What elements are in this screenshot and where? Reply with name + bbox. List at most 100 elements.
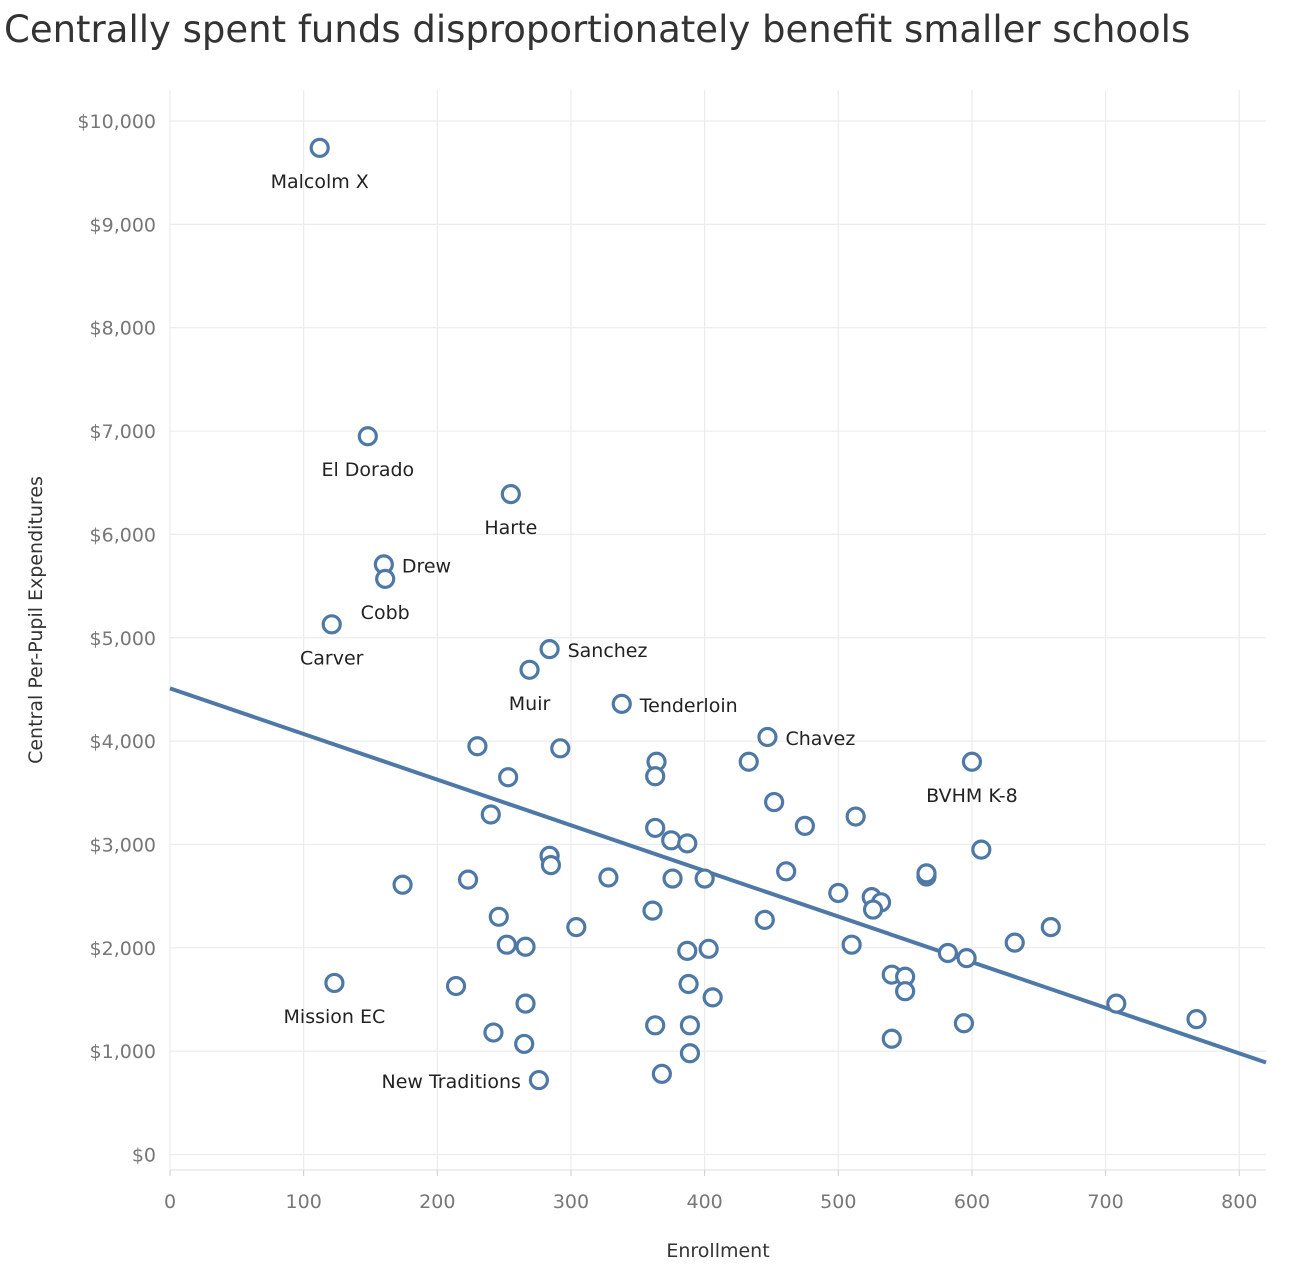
data-point bbox=[895, 981, 916, 1002]
chart-title: Centrally spent funds disproportionately… bbox=[4, 8, 1191, 51]
data-point bbox=[971, 839, 992, 860]
y-tick-label: $10,000 bbox=[77, 111, 156, 133]
point-label: Carver bbox=[300, 647, 364, 669]
axes: $0 $1,000 $2,000 $3,000 $4,000 $5,000 $6,000 $7… bbox=[77, 111, 1266, 1213]
data-point bbox=[916, 863, 937, 884]
y-tick-label: $5,000 bbox=[90, 628, 156, 650]
data-point bbox=[702, 987, 723, 1008]
data-point bbox=[539, 639, 560, 660]
data-point bbox=[519, 659, 540, 680]
data-point bbox=[1040, 917, 1061, 938]
trend-line-group bbox=[169, 686, 1267, 1065]
point-label: Tenderloin bbox=[639, 695, 738, 717]
data-point bbox=[642, 900, 663, 921]
data-point bbox=[496, 934, 517, 955]
data-point bbox=[357, 426, 378, 447]
data-point bbox=[677, 833, 698, 854]
data-point bbox=[457, 869, 479, 890]
data-point bbox=[645, 1015, 666, 1036]
data-point bbox=[677, 940, 698, 961]
data-point bbox=[764, 791, 785, 813]
data-point bbox=[679, 1015, 701, 1036]
point-labels: Malcolm X El Dorado Harte Drew Cobb Carver San… bbox=[271, 171, 1018, 1093]
data-point bbox=[1186, 1009, 1207, 1030]
trend-line bbox=[169, 686, 1267, 1065]
gridlines bbox=[169, 90, 1266, 1170]
data-point bbox=[467, 736, 488, 757]
point-label: Drew bbox=[402, 555, 451, 577]
data-point bbox=[662, 868, 683, 889]
data-point bbox=[480, 804, 501, 825]
data-point bbox=[392, 874, 413, 895]
x-tick-label: 200 bbox=[419, 1191, 455, 1213]
data-point bbox=[961, 751, 983, 772]
data-point bbox=[540, 855, 562, 876]
data-point bbox=[514, 1033, 535, 1055]
data-point bbox=[776, 861, 797, 882]
data-point bbox=[757, 726, 778, 748]
data-point bbox=[611, 693, 632, 714]
data-point bbox=[694, 868, 715, 889]
x-tick-label: 500 bbox=[820, 1191, 856, 1213]
y-tick-label: $4,000 bbox=[90, 731, 156, 753]
y-axis-title: Central Per-Pupil Expenditures bbox=[25, 476, 47, 764]
data-point bbox=[794, 815, 815, 836]
y-tick-label: $6,000 bbox=[90, 524, 156, 546]
data-point bbox=[445, 975, 467, 997]
data-point bbox=[661, 830, 682, 851]
data-point bbox=[1106, 993, 1127, 1014]
data-point bbox=[321, 614, 342, 635]
data-point bbox=[841, 934, 862, 955]
data-point bbox=[488, 906, 509, 927]
x-axis-title: Enrollment bbox=[666, 1240, 769, 1262]
point-label: Muir bbox=[509, 693, 551, 715]
point-label: El Dorado bbox=[321, 459, 414, 481]
x-tick-label: 700 bbox=[1087, 1191, 1123, 1213]
data-point bbox=[645, 766, 666, 787]
data-point bbox=[937, 942, 958, 964]
data-point bbox=[528, 1069, 549, 1091]
data-point bbox=[375, 568, 396, 589]
data-point bbox=[956, 948, 977, 969]
data-point bbox=[550, 738, 571, 759]
data-point bbox=[500, 483, 521, 505]
data-point bbox=[309, 137, 330, 158]
point-label: Chavez bbox=[785, 728, 855, 750]
data-point bbox=[324, 972, 345, 994]
point-label: Harte bbox=[484, 517, 537, 539]
data-point bbox=[754, 909, 775, 930]
point-label: Mission EC bbox=[284, 1006, 386, 1028]
data-point bbox=[515, 936, 536, 957]
data-point bbox=[845, 806, 866, 827]
data-point bbox=[645, 817, 666, 839]
point-label: Sanchez bbox=[568, 640, 648, 662]
data-point bbox=[483, 1022, 504, 1043]
y-tick-label: $0 bbox=[132, 1144, 156, 1166]
y-tick-label: $8,000 bbox=[90, 318, 156, 340]
x-tick-label: 300 bbox=[553, 1191, 589, 1213]
data-points bbox=[309, 137, 1207, 1091]
data-point bbox=[651, 1063, 672, 1084]
data-point bbox=[953, 1013, 975, 1034]
point-label: Cobb bbox=[361, 602, 410, 624]
y-tick-label: $1,000 bbox=[90, 1041, 156, 1063]
x-tick-label: 0 bbox=[164, 1191, 176, 1213]
data-point bbox=[598, 867, 619, 888]
data-point bbox=[881, 1028, 902, 1049]
x-tick-label: 400 bbox=[687, 1191, 723, 1213]
data-point bbox=[862, 899, 884, 920]
point-label: New Traditions bbox=[382, 1071, 521, 1093]
x-tick-label: 800 bbox=[1221, 1191, 1257, 1213]
point-label: Malcolm X bbox=[271, 171, 369, 193]
data-point bbox=[698, 938, 719, 959]
point-label: BVHM K-8 bbox=[926, 785, 1018, 807]
x-tick-label: 600 bbox=[954, 1191, 990, 1213]
data-point bbox=[515, 993, 536, 1014]
data-point bbox=[678, 973, 699, 995]
y-tick-label: $3,000 bbox=[90, 834, 156, 856]
y-tick-label: $7,000 bbox=[90, 421, 156, 443]
data-point bbox=[679, 1043, 701, 1064]
data-point bbox=[828, 882, 849, 904]
y-tick-label: $2,000 bbox=[90, 938, 156, 960]
